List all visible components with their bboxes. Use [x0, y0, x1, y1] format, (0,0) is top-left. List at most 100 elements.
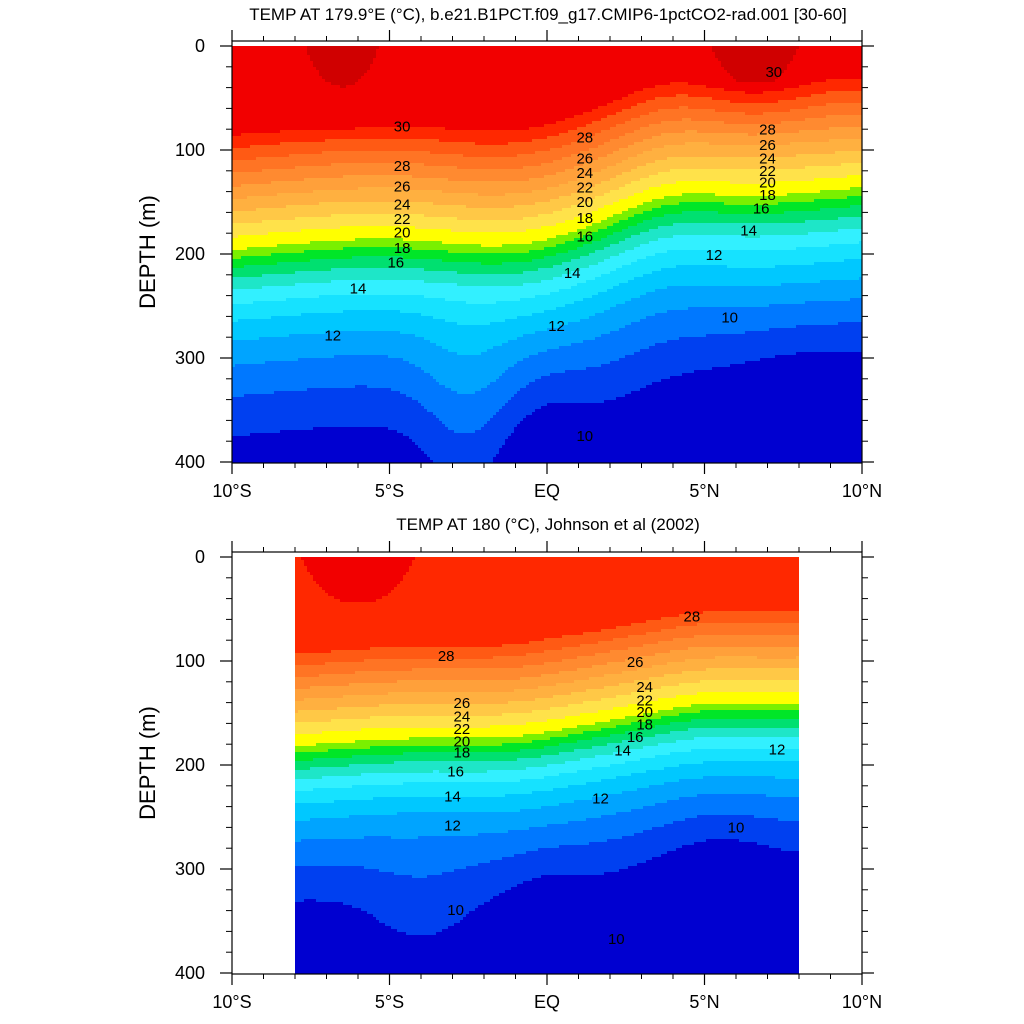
- x-tick-label: 5°N: [689, 481, 719, 501]
- plot-title: TEMP AT 179.9°E (°C), b.e21.B1PCT.f09_g1…: [249, 5, 847, 24]
- contour-band: [295, 839, 799, 974]
- contour-band: [307, 46, 799, 88]
- contour-band: [295, 794, 799, 878]
- y-tick-label: 300: [175, 348, 205, 368]
- contour-label: 18: [454, 745, 471, 762]
- x-tick-label: 5°S: [375, 481, 404, 501]
- contour-label: 28: [576, 130, 593, 147]
- contour-label: 26: [454, 695, 471, 712]
- contour-band: [295, 656, 799, 713]
- contour-band: [232, 103, 862, 172]
- contour-label: 18: [636, 717, 653, 734]
- x-tick-label: 5°N: [689, 992, 719, 1012]
- axes: 10°S 5°S EQ 5°N 10°N 0 100 200 300 400: [175, 30, 882, 501]
- contour-label: 30: [394, 118, 411, 135]
- y-tick-label: 200: [175, 755, 205, 775]
- contour-label: 22: [454, 721, 471, 738]
- x-tick-label: EQ: [534, 992, 560, 1012]
- contour-label: 20: [394, 224, 411, 241]
- contour-fill-area: 2828262624242222202018181616141412121210…: [295, 557, 799, 974]
- contour-band: [295, 776, 799, 842]
- contour-band: [295, 557, 799, 653]
- contour-band: [295, 749, 799, 803]
- contour-band: [295, 737, 799, 791]
- contour-label: 24: [759, 151, 776, 168]
- y-tick-label: 400: [175, 452, 205, 472]
- contour-label: 12: [444, 818, 461, 835]
- contour-label: 14: [614, 743, 631, 760]
- y-tick-label: 0: [195, 36, 205, 56]
- x-tick-label: EQ: [534, 481, 560, 501]
- contour-band: [295, 647, 799, 701]
- contour-label: 24: [636, 679, 653, 696]
- y-tick-label: 400: [175, 963, 205, 983]
- contour-label: 12: [769, 742, 786, 759]
- contour-label: 10: [721, 310, 738, 327]
- contour-label: 12: [592, 791, 609, 808]
- contour-label: 14: [740, 222, 757, 239]
- contour-label: 24: [394, 196, 411, 213]
- contour-band: [232, 187, 862, 259]
- y-tick-label: 0: [195, 547, 205, 567]
- contour-label: 28: [684, 609, 701, 626]
- y-tick-label: 100: [175, 140, 205, 160]
- contour-label: 22: [576, 180, 593, 197]
- contour-band: [295, 623, 799, 677]
- x-tick-label: 5°S: [375, 992, 404, 1012]
- contour-label: 22: [636, 693, 653, 710]
- contour-band: [301, 557, 415, 602]
- contour-label: 10: [576, 428, 593, 445]
- contour-label: 28: [759, 121, 776, 138]
- contour-band: [232, 352, 862, 463]
- contour-band: [232, 163, 862, 238]
- contour-label: 26: [627, 654, 644, 671]
- contour-band: [232, 241, 862, 325]
- contour-band: [295, 635, 799, 689]
- contour-label: 24: [454, 708, 471, 725]
- contour-band: [295, 611, 799, 665]
- contour-label: 10: [728, 820, 745, 837]
- contour-band: [295, 710, 799, 761]
- contour-label: 28: [438, 648, 455, 665]
- contour-label: 24: [576, 165, 593, 182]
- contour-label: 20: [636, 704, 653, 721]
- contour-label: 16: [627, 729, 644, 746]
- contour-band: [295, 761, 799, 821]
- contour-band: [232, 229, 862, 304]
- x-tick-label: 10°S: [212, 481, 251, 501]
- contour-label: 14: [350, 281, 367, 298]
- contour-band: [232, 175, 862, 250]
- x-tick-label: 10°N: [842, 481, 882, 501]
- contour-label: 16: [447, 763, 464, 780]
- contour-label: 22: [394, 211, 411, 228]
- contour-label: 18: [576, 210, 593, 227]
- contour-label: 20: [759, 174, 776, 191]
- contour-band: [232, 46, 862, 136]
- contour-band: [232, 196, 862, 268]
- panel-observations: TEMP AT 180 (°C), Johnson et al (2002) 2…: [135, 515, 882, 1012]
- y-tick-label: 300: [175, 859, 205, 879]
- contour-band: [295, 719, 799, 770]
- contour-label: 28: [394, 158, 411, 175]
- contour-label: 26: [576, 151, 593, 168]
- contour-label: 18: [394, 240, 411, 257]
- contour-label: 14: [564, 265, 581, 282]
- contour-band: [232, 298, 862, 433]
- contour-label: 22: [759, 163, 776, 180]
- contour-band: [295, 680, 799, 734]
- y-tick-label: 200: [175, 244, 205, 264]
- contour-label: 26: [394, 179, 411, 196]
- axes: 10°S 5°S EQ 5°N 10°N 0 100 200 300 400: [175, 541, 882, 1012]
- y-axis-label: DEPTH (m): [135, 195, 160, 309]
- contour-label: 16: [753, 200, 770, 217]
- plot-title: TEMP AT 180 (°C), Johnson et al (2002): [396, 515, 700, 534]
- contour-label: 10: [608, 931, 625, 948]
- contour-label: 14: [444, 788, 461, 805]
- contour-band: [232, 127, 862, 199]
- contour-band: [295, 692, 799, 746]
- contour-band: [232, 277, 862, 394]
- contour-label: 12: [706, 247, 723, 264]
- contour-band: [232, 322, 862, 463]
